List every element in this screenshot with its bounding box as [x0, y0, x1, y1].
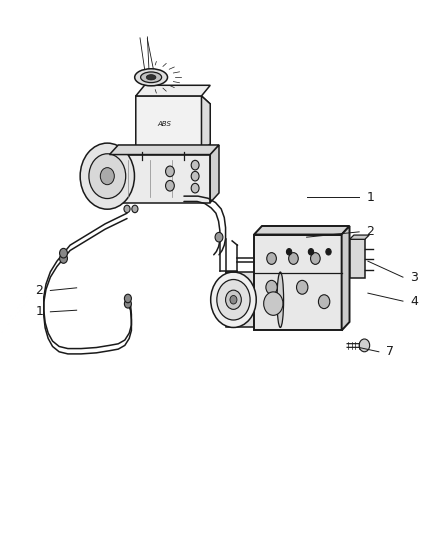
Bar: [254, 235, 342, 330]
Text: 2: 2: [35, 284, 43, 297]
Polygon shape: [342, 226, 350, 330]
Circle shape: [318, 295, 330, 309]
Circle shape: [264, 292, 283, 316]
Circle shape: [286, 248, 292, 255]
Circle shape: [191, 171, 199, 181]
Ellipse shape: [134, 69, 167, 86]
Circle shape: [266, 280, 277, 294]
Circle shape: [267, 253, 276, 264]
Text: 4: 4: [410, 295, 418, 308]
Circle shape: [359, 339, 370, 352]
Circle shape: [217, 279, 250, 320]
Circle shape: [311, 253, 320, 264]
Circle shape: [230, 295, 237, 304]
Polygon shape: [226, 272, 280, 327]
Ellipse shape: [277, 272, 283, 327]
Polygon shape: [210, 145, 219, 203]
Bar: [110, 155, 210, 203]
Polygon shape: [350, 235, 369, 239]
Text: 1: 1: [35, 305, 43, 318]
Circle shape: [297, 280, 308, 294]
Text: 2: 2: [366, 225, 374, 238]
Circle shape: [166, 181, 174, 191]
Text: ABS: ABS: [157, 120, 171, 127]
Ellipse shape: [141, 72, 162, 83]
Polygon shape: [136, 96, 210, 152]
Polygon shape: [254, 226, 350, 235]
Circle shape: [89, 154, 126, 199]
Text: 3: 3: [410, 271, 418, 284]
Circle shape: [124, 300, 131, 308]
Text: 7: 7: [386, 345, 394, 358]
Circle shape: [60, 248, 67, 258]
Circle shape: [326, 248, 331, 255]
Circle shape: [124, 294, 131, 303]
Ellipse shape: [146, 75, 156, 80]
Text: 1: 1: [366, 191, 374, 204]
Circle shape: [191, 183, 199, 193]
Circle shape: [308, 248, 314, 255]
Polygon shape: [136, 85, 210, 96]
Circle shape: [60, 254, 67, 263]
Circle shape: [124, 205, 130, 213]
Circle shape: [100, 167, 114, 185]
Circle shape: [132, 205, 138, 213]
Circle shape: [226, 290, 241, 309]
Polygon shape: [110, 145, 219, 155]
Circle shape: [215, 232, 223, 242]
Polygon shape: [201, 96, 210, 152]
Circle shape: [211, 272, 256, 327]
Circle shape: [289, 253, 298, 264]
Circle shape: [80, 143, 134, 209]
Circle shape: [166, 166, 174, 177]
Bar: [350, 239, 365, 278]
Circle shape: [191, 160, 199, 170]
